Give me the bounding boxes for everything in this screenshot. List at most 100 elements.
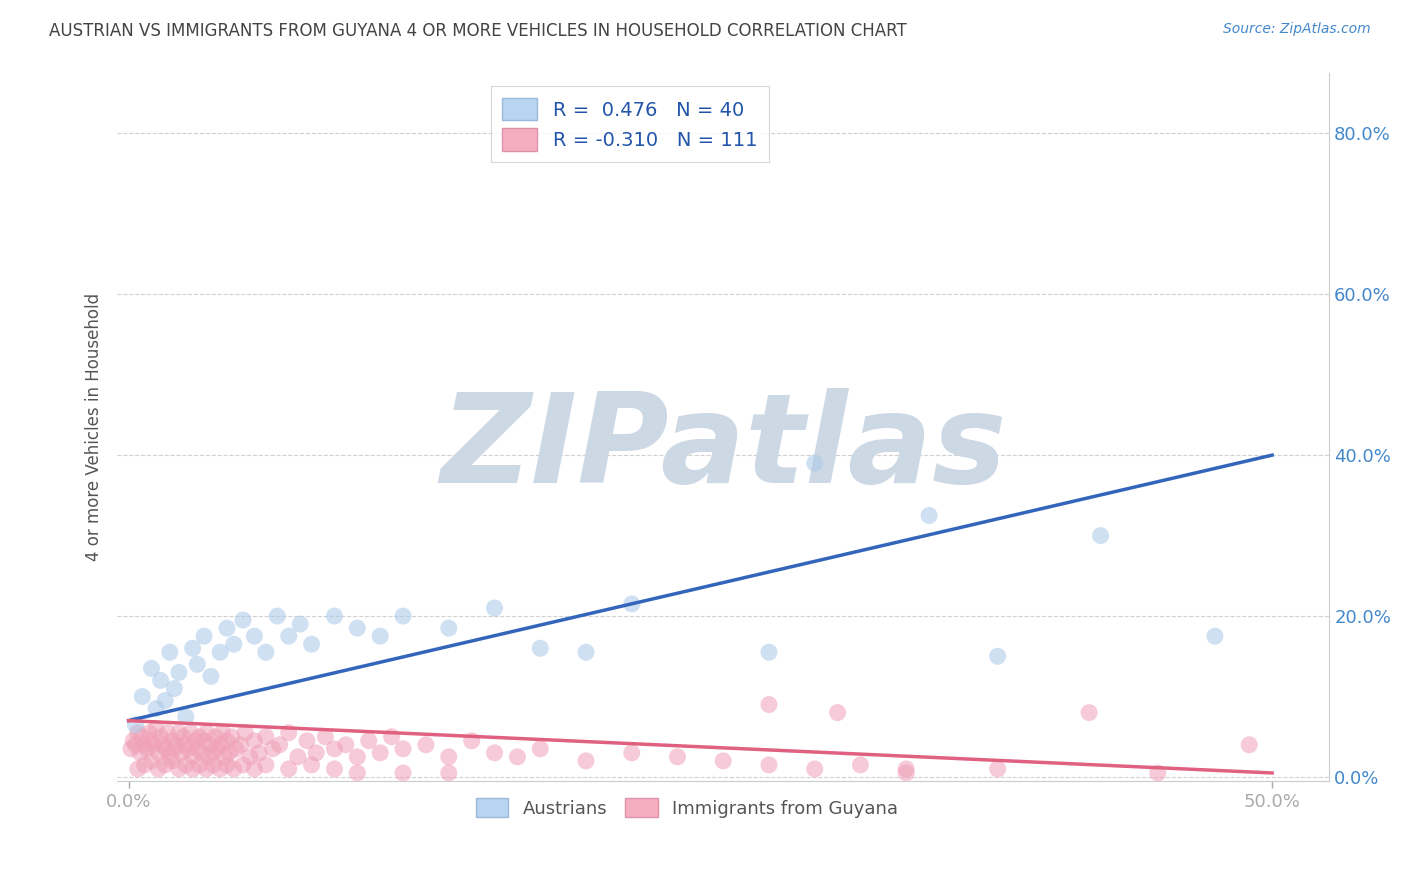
Point — [254, 730, 277, 744]
Point — [368, 746, 391, 760]
Point — [200, 738, 222, 752]
Point — [827, 706, 849, 720]
Point — [148, 762, 170, 776]
Point — [243, 762, 266, 776]
Point — [758, 645, 780, 659]
Point — [803, 762, 825, 776]
Point — [239, 749, 262, 764]
Point — [163, 741, 186, 756]
Point — [159, 749, 181, 764]
Point — [232, 758, 254, 772]
Point — [262, 741, 284, 756]
Point — [323, 741, 346, 756]
Point — [222, 762, 245, 776]
Point — [145, 701, 167, 715]
Point — [129, 746, 152, 760]
Point — [160, 754, 183, 768]
Point — [346, 749, 368, 764]
Point — [188, 758, 211, 772]
Point — [484, 601, 506, 615]
Point — [141, 733, 163, 747]
Point — [896, 762, 918, 776]
Point — [392, 609, 415, 624]
Point — [156, 725, 179, 739]
Point — [460, 733, 482, 747]
Point — [529, 641, 551, 656]
Point — [142, 738, 165, 752]
Point — [301, 758, 323, 772]
Point — [758, 698, 780, 712]
Point — [124, 717, 146, 731]
Point — [666, 749, 689, 764]
Point — [166, 738, 188, 752]
Point — [155, 758, 177, 772]
Text: Source: ZipAtlas.com: Source: ZipAtlas.com — [1223, 22, 1371, 37]
Point — [323, 762, 346, 776]
Point — [195, 762, 218, 776]
Point — [243, 629, 266, 643]
Point — [215, 758, 238, 772]
Point — [152, 738, 174, 752]
Point — [758, 758, 780, 772]
Point — [170, 746, 193, 760]
Point — [233, 725, 256, 739]
Point — [335, 738, 357, 752]
Point — [209, 762, 232, 776]
Point — [204, 730, 226, 744]
Point — [188, 730, 211, 744]
Point — [131, 690, 153, 704]
Text: AUSTRIAN VS IMMIGRANTS FROM GUYANA 4 OR MORE VEHICLES IN HOUSEHOLD CORRELATION C: AUSTRIAN VS IMMIGRANTS FROM GUYANA 4 OR … — [49, 22, 907, 40]
Point — [381, 730, 404, 744]
Point — [247, 746, 270, 760]
Point — [155, 693, 177, 707]
Point — [195, 725, 218, 739]
Point — [1146, 766, 1168, 780]
Point — [288, 617, 311, 632]
Point — [200, 669, 222, 683]
Point — [575, 754, 598, 768]
Point — [127, 725, 149, 739]
Point — [437, 766, 460, 780]
Point — [484, 746, 506, 760]
Point — [221, 730, 243, 744]
Point — [415, 738, 437, 752]
Point — [225, 741, 247, 756]
Point — [529, 741, 551, 756]
Point — [149, 730, 172, 744]
Point — [229, 738, 252, 752]
Point — [711, 754, 734, 768]
Y-axis label: 4 or more Vehicles in Household: 4 or more Vehicles in Household — [86, 293, 103, 561]
Point — [167, 762, 190, 776]
Point — [127, 762, 149, 776]
Point — [179, 725, 201, 739]
Point — [218, 746, 240, 760]
Point — [1204, 629, 1226, 643]
Point — [186, 741, 208, 756]
Point — [181, 641, 204, 656]
Point — [163, 681, 186, 696]
Point — [135, 741, 157, 756]
Point — [181, 749, 204, 764]
Point — [506, 749, 529, 764]
Point — [184, 733, 207, 747]
Point — [392, 766, 415, 780]
Point — [209, 645, 232, 659]
Point — [197, 749, 219, 764]
Point — [620, 746, 643, 760]
Point — [269, 738, 291, 752]
Point — [174, 709, 197, 723]
Point — [138, 725, 160, 739]
Point — [295, 733, 318, 747]
Point — [207, 741, 229, 756]
Point — [177, 741, 200, 756]
Point — [346, 621, 368, 635]
Point — [517, 106, 540, 120]
Point — [193, 629, 215, 643]
Point — [437, 621, 460, 635]
Point — [131, 730, 153, 744]
Point — [120, 741, 142, 756]
Point — [191, 746, 214, 760]
Point — [202, 758, 225, 772]
Point — [215, 733, 238, 747]
Point — [167, 725, 190, 739]
